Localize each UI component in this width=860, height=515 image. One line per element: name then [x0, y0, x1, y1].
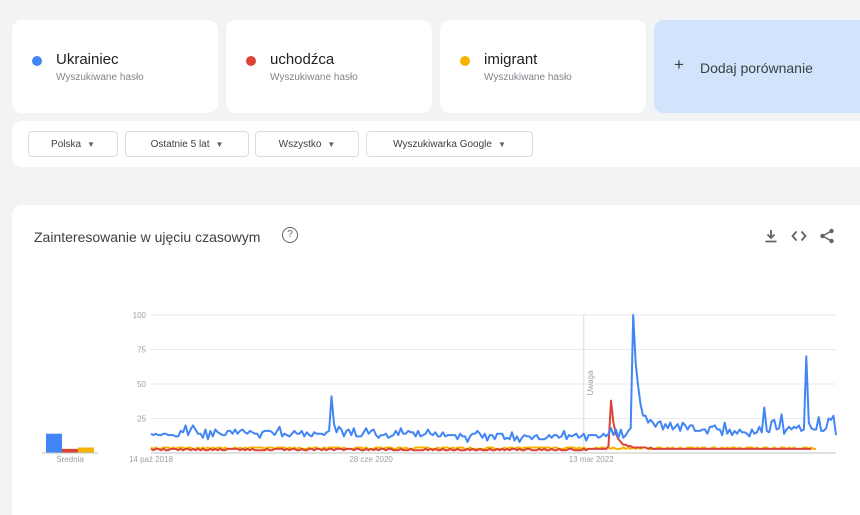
- region-filter[interactable]: Polska ▼: [28, 131, 118, 157]
- series-color-dot: [246, 56, 256, 66]
- y-tick-label: 25: [137, 415, 146, 424]
- series-color-dot: [32, 56, 42, 66]
- average-bar: [78, 447, 94, 453]
- term-subtitle: Wyszukiwane hasło: [270, 72, 358, 83]
- interest-line-chart: 25 50 75 100 Średnia Uwaga 14 paź 2018 28 cz…: [42, 311, 837, 464]
- help-icon[interactable]: ?: [282, 227, 298, 243]
- dropdown-arrow-icon: ▼: [215, 139, 224, 149]
- x-tick-label: 14 paź 2018: [129, 455, 174, 464]
- term-name: imigrant: [484, 51, 538, 68]
- filter-label: Ostatnie 5 lat: [150, 138, 210, 150]
- term-subtitle: Wyszukiwane hasło: [484, 72, 572, 83]
- term-name: Ukrainiec: [56, 51, 119, 68]
- y-tick-label: 50: [137, 380, 146, 389]
- search-type-filter[interactable]: Wyszukiwarka Google ▼: [366, 131, 533, 157]
- plus-icon: +: [674, 55, 684, 74]
- filter-label: Wszystko: [278, 138, 322, 150]
- filter-label: Wyszukiwarka Google: [393, 138, 492, 150]
- x-tick-label: 28 cze 2020: [349, 455, 393, 464]
- x-tick-label: 13 mar 2022: [569, 455, 614, 464]
- series-line-uchodźca: [150, 399, 812, 452]
- average-label: Średnia: [56, 455, 84, 464]
- term-card-uchodzca[interactable]: uchodźca Wyszukiwane hasło: [226, 20, 432, 113]
- time-range-filter[interactable]: Ostatnie 5 lat ▼: [125, 131, 249, 157]
- y-tick-label: 100: [133, 311, 147, 320]
- dropdown-arrow-icon: ▼: [327, 139, 336, 149]
- panel-title: Zainteresowanie w ujęciu czasowym: [34, 229, 261, 245]
- series-line-Ukrainiec: [150, 314, 837, 443]
- series-color-dot: [460, 56, 470, 66]
- dropdown-arrow-icon: ▼: [497, 139, 506, 149]
- interest-over-time-panel: Zainteresowanie w ujęciu czasowym ? 25 50…: [12, 205, 860, 515]
- average-bar: [46, 433, 62, 453]
- filter-label: Polska: [51, 138, 82, 150]
- filter-bar: Polska ▼ Ostatnie 5 lat ▼ Wszystko ▼ Wyszuk…: [12, 121, 860, 167]
- dropdown-arrow-icon: ▼: [87, 139, 95, 149]
- add-comparison-button[interactable]: + Dodaj porównanie: [654, 20, 860, 113]
- term-card-imigrant[interactable]: imigrant Wyszukiwane hasło: [440, 20, 646, 113]
- share-icon[interactable]: [818, 227, 836, 245]
- y-tick-label: 75: [137, 346, 146, 355]
- category-filter[interactable]: Wszystko ▼: [255, 131, 359, 157]
- embed-code-icon[interactable]: [790, 227, 808, 245]
- term-name: uchodźca: [270, 51, 335, 68]
- average-bar: [62, 448, 78, 453]
- term-subtitle: Wyszukiwane hasło: [56, 72, 144, 83]
- series-line-imigrant: [150, 446, 817, 450]
- term-card-ukrainiec[interactable]: Ukrainiec Wyszukiwane hasło: [12, 20, 218, 113]
- download-icon[interactable]: [762, 227, 780, 245]
- add-comparison-label: Dodaj porównanie: [700, 60, 813, 76]
- annotation-label: Uwaga: [586, 370, 595, 395]
